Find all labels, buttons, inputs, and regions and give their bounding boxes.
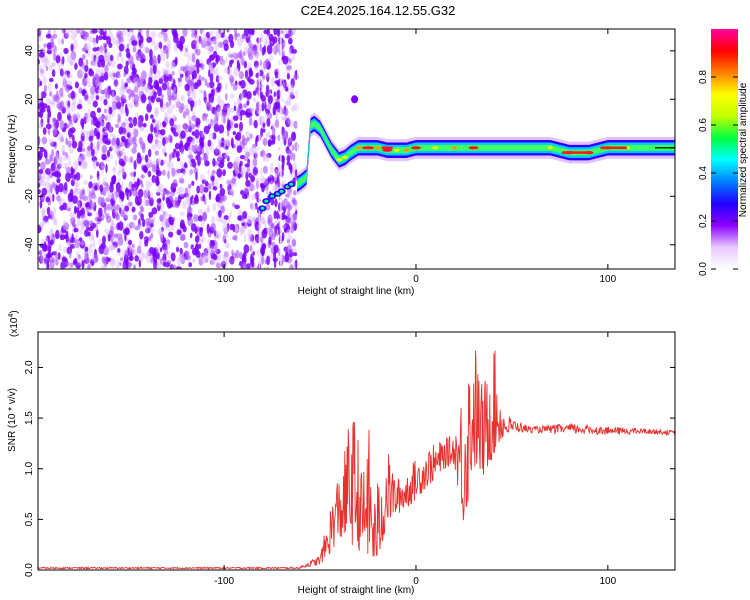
spectrogram-y-tick-label: 0 xyxy=(24,145,35,151)
spectral-ridge xyxy=(297,112,675,196)
ridge-peak xyxy=(403,148,410,152)
ridge-peak xyxy=(336,158,343,162)
ridge-hot-segment xyxy=(600,146,628,150)
snr-y-tick-label: 0.0 xyxy=(24,563,35,577)
snr-x-tick-label: 0 xyxy=(413,576,419,587)
colorbar: 0.0 0.2 0.4 0.6 0.8 Normalized spectral ampl… xyxy=(698,29,749,276)
weak-track-core xyxy=(264,199,269,203)
ridge-peak xyxy=(432,146,439,150)
spectrogram-y-axis-label: Frequency (Hz) xyxy=(7,115,18,184)
spectrogram-y-tick-label: 20 xyxy=(24,93,35,105)
colorbar-tick-label: 0.4 xyxy=(698,166,709,180)
ridge-peak xyxy=(411,146,421,150)
snr-y-tick-label: 1.5 xyxy=(24,411,35,425)
spectrogram-x-tick-label: 100 xyxy=(600,274,617,285)
spectrogram-y-tick-label: -20 xyxy=(24,189,35,204)
snr-x-axis-label: Height of straight line (km) xyxy=(298,585,415,596)
snr-y-axis-label: SNR (10 * v/v) xyxy=(7,388,18,452)
weak-track-core xyxy=(289,182,294,186)
ridge-peak xyxy=(468,146,479,150)
weak-track-core xyxy=(260,206,265,210)
snr-y-tick-label: 2.0 xyxy=(24,360,35,374)
ridge-peak xyxy=(451,146,458,150)
ridge-peak xyxy=(547,146,554,150)
ridge-hot-segment xyxy=(561,151,593,154)
colorbar-label: Normalized spectral amplitude xyxy=(738,82,749,217)
weak-track-core xyxy=(270,194,275,198)
spectrogram-frame xyxy=(37,28,676,270)
snr-frame xyxy=(37,331,676,571)
ridge-mid xyxy=(297,118,675,190)
ridge-peak xyxy=(374,146,381,150)
colorbar-gradient xyxy=(711,29,738,269)
snr-series-line xyxy=(37,350,676,570)
spectrogram-x-axis-label: Height of straight line (km) xyxy=(298,286,415,297)
ridge-peak xyxy=(382,148,393,152)
ridge-end-line xyxy=(655,147,675,149)
ridge-outer xyxy=(297,115,675,192)
ridge-peak xyxy=(393,148,400,152)
spectrogram-y-tick-label: -40 xyxy=(24,237,35,252)
snr-x-tick-label: 100 xyxy=(600,576,617,587)
ridge-hot-segment xyxy=(381,146,393,150)
weak-track xyxy=(258,181,296,212)
spectral-spot xyxy=(351,95,359,104)
noise-region xyxy=(38,29,300,269)
snr-y-tick-label: 0.5 xyxy=(24,512,35,526)
snr-multiplier-label: (x104) xyxy=(8,310,20,337)
spectrogram-y-tick-label: 40 xyxy=(24,45,35,57)
colorbar-tick-label: 0.8 xyxy=(698,70,709,84)
chart-title: C2E4.2025.164.12.55.G32 xyxy=(301,3,456,18)
colorbar-tick-label: 0.6 xyxy=(698,118,709,132)
snr-x-tick-label: -100 xyxy=(214,576,234,587)
snr-panel: -100 0 100 0.0 0.5 1.0 1.5 2.0 Height of straig… xyxy=(7,310,676,596)
spectrogram-x-tick-label: -100 xyxy=(214,274,234,285)
snr-y-tick-label: 1.0 xyxy=(24,461,35,475)
ridge-peak xyxy=(342,155,348,160)
ridge-hot-segment xyxy=(362,146,374,150)
colorbar-tick-label: 0.2 xyxy=(698,214,709,228)
spectrogram-panel: -100 0 100 -40 -20 0 20 40 Height of straight l… xyxy=(7,28,676,297)
ridge-peak xyxy=(355,146,362,150)
colorbar-tick-label: 0.0 xyxy=(698,262,709,276)
spectrogram-x-tick-label: 0 xyxy=(413,274,419,285)
weak-track-core xyxy=(279,189,284,193)
